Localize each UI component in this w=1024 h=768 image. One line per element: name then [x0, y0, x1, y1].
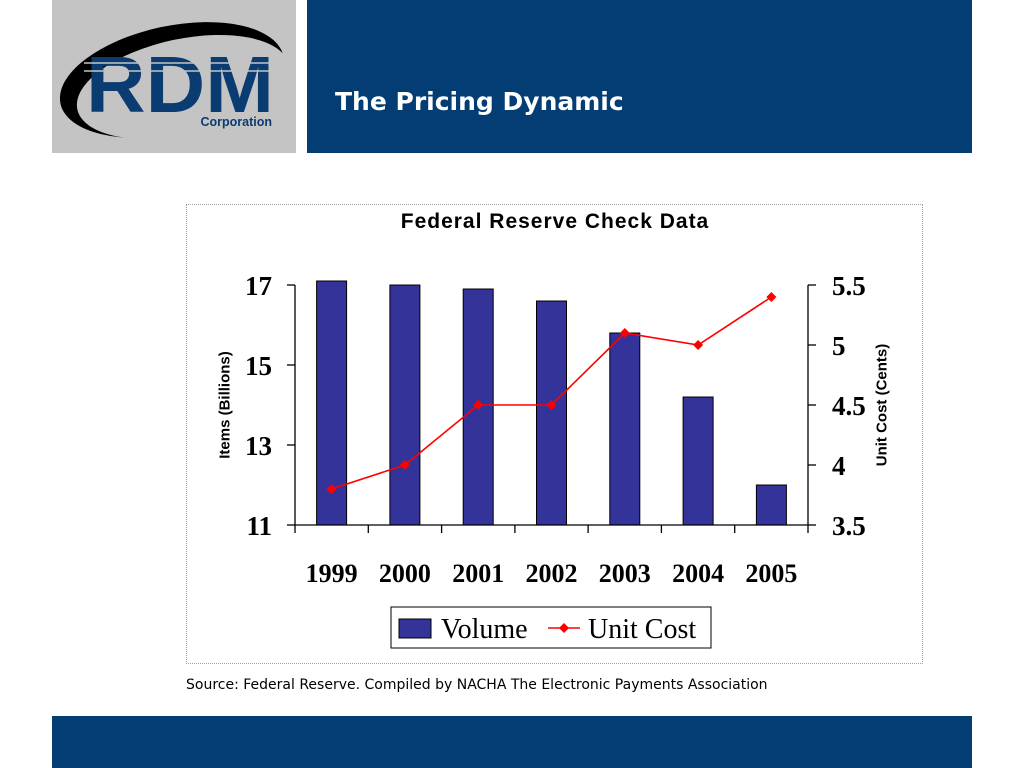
x-axis-label: 2003	[599, 559, 651, 588]
unit-cost-point-2002	[546, 400, 557, 410]
legend-label-unit-cost: Unit Cost	[588, 614, 696, 645]
slide-title: The Pricing Dynamic	[335, 87, 624, 116]
unit-cost-point-2004	[693, 340, 704, 350]
unit-cost-point-2003	[619, 328, 630, 338]
volume-bar-2004	[682, 396, 714, 526]
volume-bar-2005	[755, 484, 787, 526]
x-axis-label: 2005	[745, 559, 797, 588]
left-axis-tick-label: 15	[245, 351, 272, 381]
legend: Volume Unit Cost	[390, 606, 712, 649]
x-axis-label: 2001	[452, 559, 504, 588]
logo-subtext: Corporation	[200, 115, 272, 129]
logo-wordmark: RDM	[86, 40, 274, 129]
right-axis-tick-label: 4	[832, 451, 846, 481]
left-axis-title: Items (Billions)	[217, 351, 234, 459]
left-axis-tick-label: 17	[245, 271, 272, 301]
right-axis-title: Unit Cost (Cents)	[874, 344, 891, 467]
volume-bar-2000	[389, 284, 421, 526]
volume-bar-2002	[536, 300, 567, 526]
source-note: Source: Federal Reserve. Compiled by NAC…	[186, 677, 768, 693]
unit-cost-point-1999	[326, 484, 337, 494]
footer-bar	[52, 716, 972, 768]
unit-cost-point-2000	[399, 460, 410, 470]
right-axis-tick-label: 4.5	[832, 391, 866, 421]
left-axis-tick-label: 11	[246, 511, 272, 541]
header-bar: The Pricing Dynamic	[307, 0, 972, 153]
federal-reserve-check-chart: Federal Reserve Check Data 17 15 13 11 5.5 5 4…	[217, 210, 891, 649]
unit-cost-point-2001	[473, 400, 484, 410]
legend-label-volume: Volume	[441, 614, 528, 645]
x-axis-label: 1999	[306, 559, 358, 588]
unit-cost-point-2005	[766, 292, 777, 302]
x-axis-label: 2002	[526, 559, 578, 588]
logo-swoosh-cutout	[76, 34, 290, 140]
x-axis-label: 2000	[379, 559, 431, 588]
legend-swatch-volume	[398, 618, 432, 639]
chart-panel: Federal Reserve Check Data 17 15 13 11 5.5 5 4…	[186, 204, 923, 664]
rdm-corporation-logo: RDM Corporation	[59, 22, 290, 140]
left-axis-tick-label: 13	[245, 431, 272, 461]
x-axis-label: 2004	[672, 559, 724, 588]
right-axis-tick-label: 3.5	[832, 511, 866, 541]
logo-panel: RDM Corporation	[52, 0, 296, 153]
chart-title: Federal Reserve Check Data	[401, 210, 710, 233]
unit-cost-series	[326, 292, 777, 494]
right-axis-tick-label: 5	[832, 331, 846, 361]
axis-ticks: 17 15 13 11 5.5 5 4.5 4 3.5 1999 2000 2001 2002 2003 2…	[245, 271, 866, 588]
volume-bar-2003	[609, 332, 641, 526]
right-axis-tick-label: 5.5	[832, 271, 866, 301]
legend-marker-unit-cost	[559, 623, 569, 633]
